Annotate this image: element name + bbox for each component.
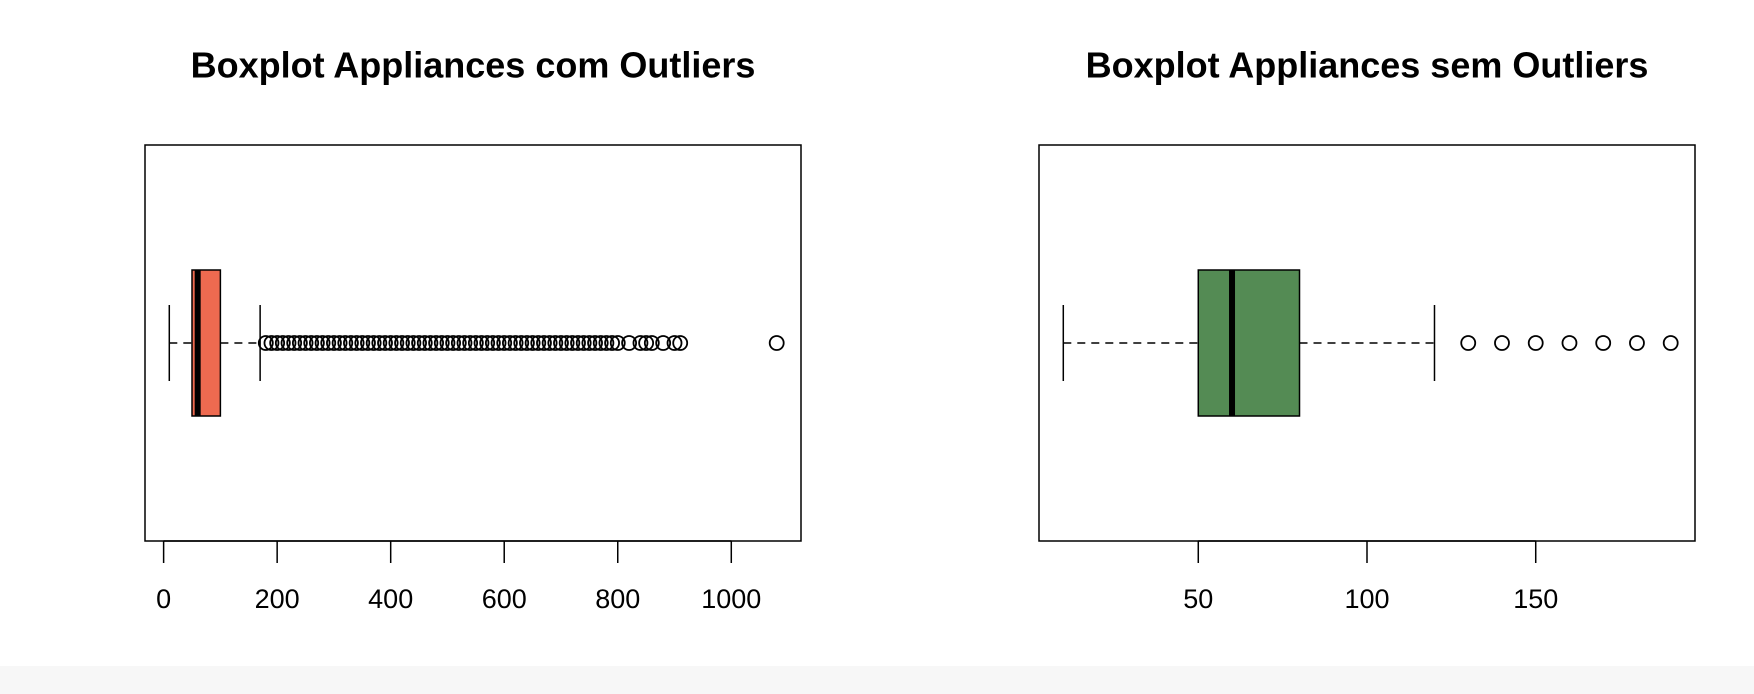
outlier — [768, 335, 785, 351]
outlier — [308, 335, 325, 351]
outlier — [331, 335, 348, 351]
outlier — [467, 335, 484, 351]
outlier — [1629, 335, 1645, 351]
outlier — [405, 335, 422, 351]
outlier — [399, 335, 416, 351]
outlier — [274, 335, 291, 351]
outlier — [592, 335, 609, 351]
outlier — [411, 335, 427, 351]
outlier — [501, 335, 518, 351]
outlier — [263, 335, 280, 351]
footer-strip — [0, 666, 1754, 694]
outlier — [530, 335, 547, 351]
outlier — [553, 335, 569, 351]
outlier — [609, 335, 626, 351]
outlier — [581, 335, 598, 351]
outlier — [416, 335, 433, 351]
outlier — [479, 335, 496, 351]
outlier — [371, 335, 388, 351]
outlier — [473, 335, 490, 351]
outlier — [450, 335, 467, 351]
outlier — [439, 335, 456, 351]
outlier — [314, 335, 331, 351]
outlier — [621, 335, 638, 351]
outlier — [433, 335, 450, 351]
outlier — [326, 335, 342, 351]
outlier — [388, 335, 405, 351]
outlier — [536, 335, 552, 351]
outlier — [382, 335, 399, 351]
outlier — [343, 335, 359, 351]
x-tick-label: 400 — [368, 584, 413, 614]
outlier — [587, 335, 603, 351]
outlier — [422, 335, 439, 351]
chart-title: Boxplot Appliances sem Outliers — [1086, 45, 1649, 86]
x-tick-label: 100 — [1344, 584, 1389, 614]
outlier — [524, 335, 541, 351]
outlier — [377, 335, 393, 351]
outlier — [598, 335, 615, 351]
outlier — [1527, 335, 1544, 351]
x-tick-label: 1000 — [701, 584, 761, 614]
outlier — [541, 335, 558, 351]
outlier — [547, 335, 564, 351]
outlier — [280, 335, 297, 351]
outlier — [456, 335, 473, 351]
outlier — [564, 335, 581, 351]
outlier — [507, 335, 524, 351]
outlier — [337, 335, 354, 351]
outlier — [672, 335, 689, 351]
x-tick-label: 200 — [255, 584, 300, 614]
outlier — [297, 335, 314, 351]
outlier — [496, 335, 513, 351]
x-tick-label: 0 — [156, 584, 171, 614]
outlier — [643, 335, 660, 351]
outlier — [1561, 335, 1578, 351]
outlier — [1460, 335, 1477, 351]
outlier — [575, 335, 592, 351]
outlier — [632, 335, 649, 351]
outlier — [269, 335, 286, 351]
outlier — [1595, 335, 1612, 351]
outlier — [428, 335, 445, 351]
x-tick-label: 600 — [482, 584, 527, 614]
plot-frame — [144, 144, 802, 542]
outlier — [1662, 335, 1679, 351]
outlier — [666, 335, 683, 351]
outlier — [360, 335, 376, 351]
chart-title: Boxplot Appliances com Outliers — [191, 45, 756, 86]
outlier — [558, 335, 575, 351]
outlier — [655, 335, 672, 351]
outlier — [394, 335, 410, 351]
outlier — [320, 335, 337, 351]
outlier — [1494, 335, 1510, 351]
x-tick-label: 800 — [595, 584, 640, 614]
outlier — [365, 335, 382, 351]
outlier — [257, 335, 274, 351]
outlier — [286, 335, 303, 351]
x-tick-label: 150 — [1513, 584, 1558, 614]
outlier — [570, 335, 586, 351]
outlier — [291, 335, 308, 351]
outlier — [519, 335, 535, 351]
outlier — [490, 335, 507, 351]
outlier — [604, 335, 620, 351]
outlier — [462, 335, 479, 351]
outlier — [445, 335, 462, 351]
x-tick-label: 50 — [1183, 584, 1213, 614]
outlier — [484, 335, 501, 351]
outlier — [513, 335, 530, 351]
outlier — [638, 335, 655, 351]
outlier — [354, 335, 371, 351]
outlier — [348, 335, 365, 351]
box — [1197, 269, 1301, 417]
outlier — [303, 335, 320, 351]
